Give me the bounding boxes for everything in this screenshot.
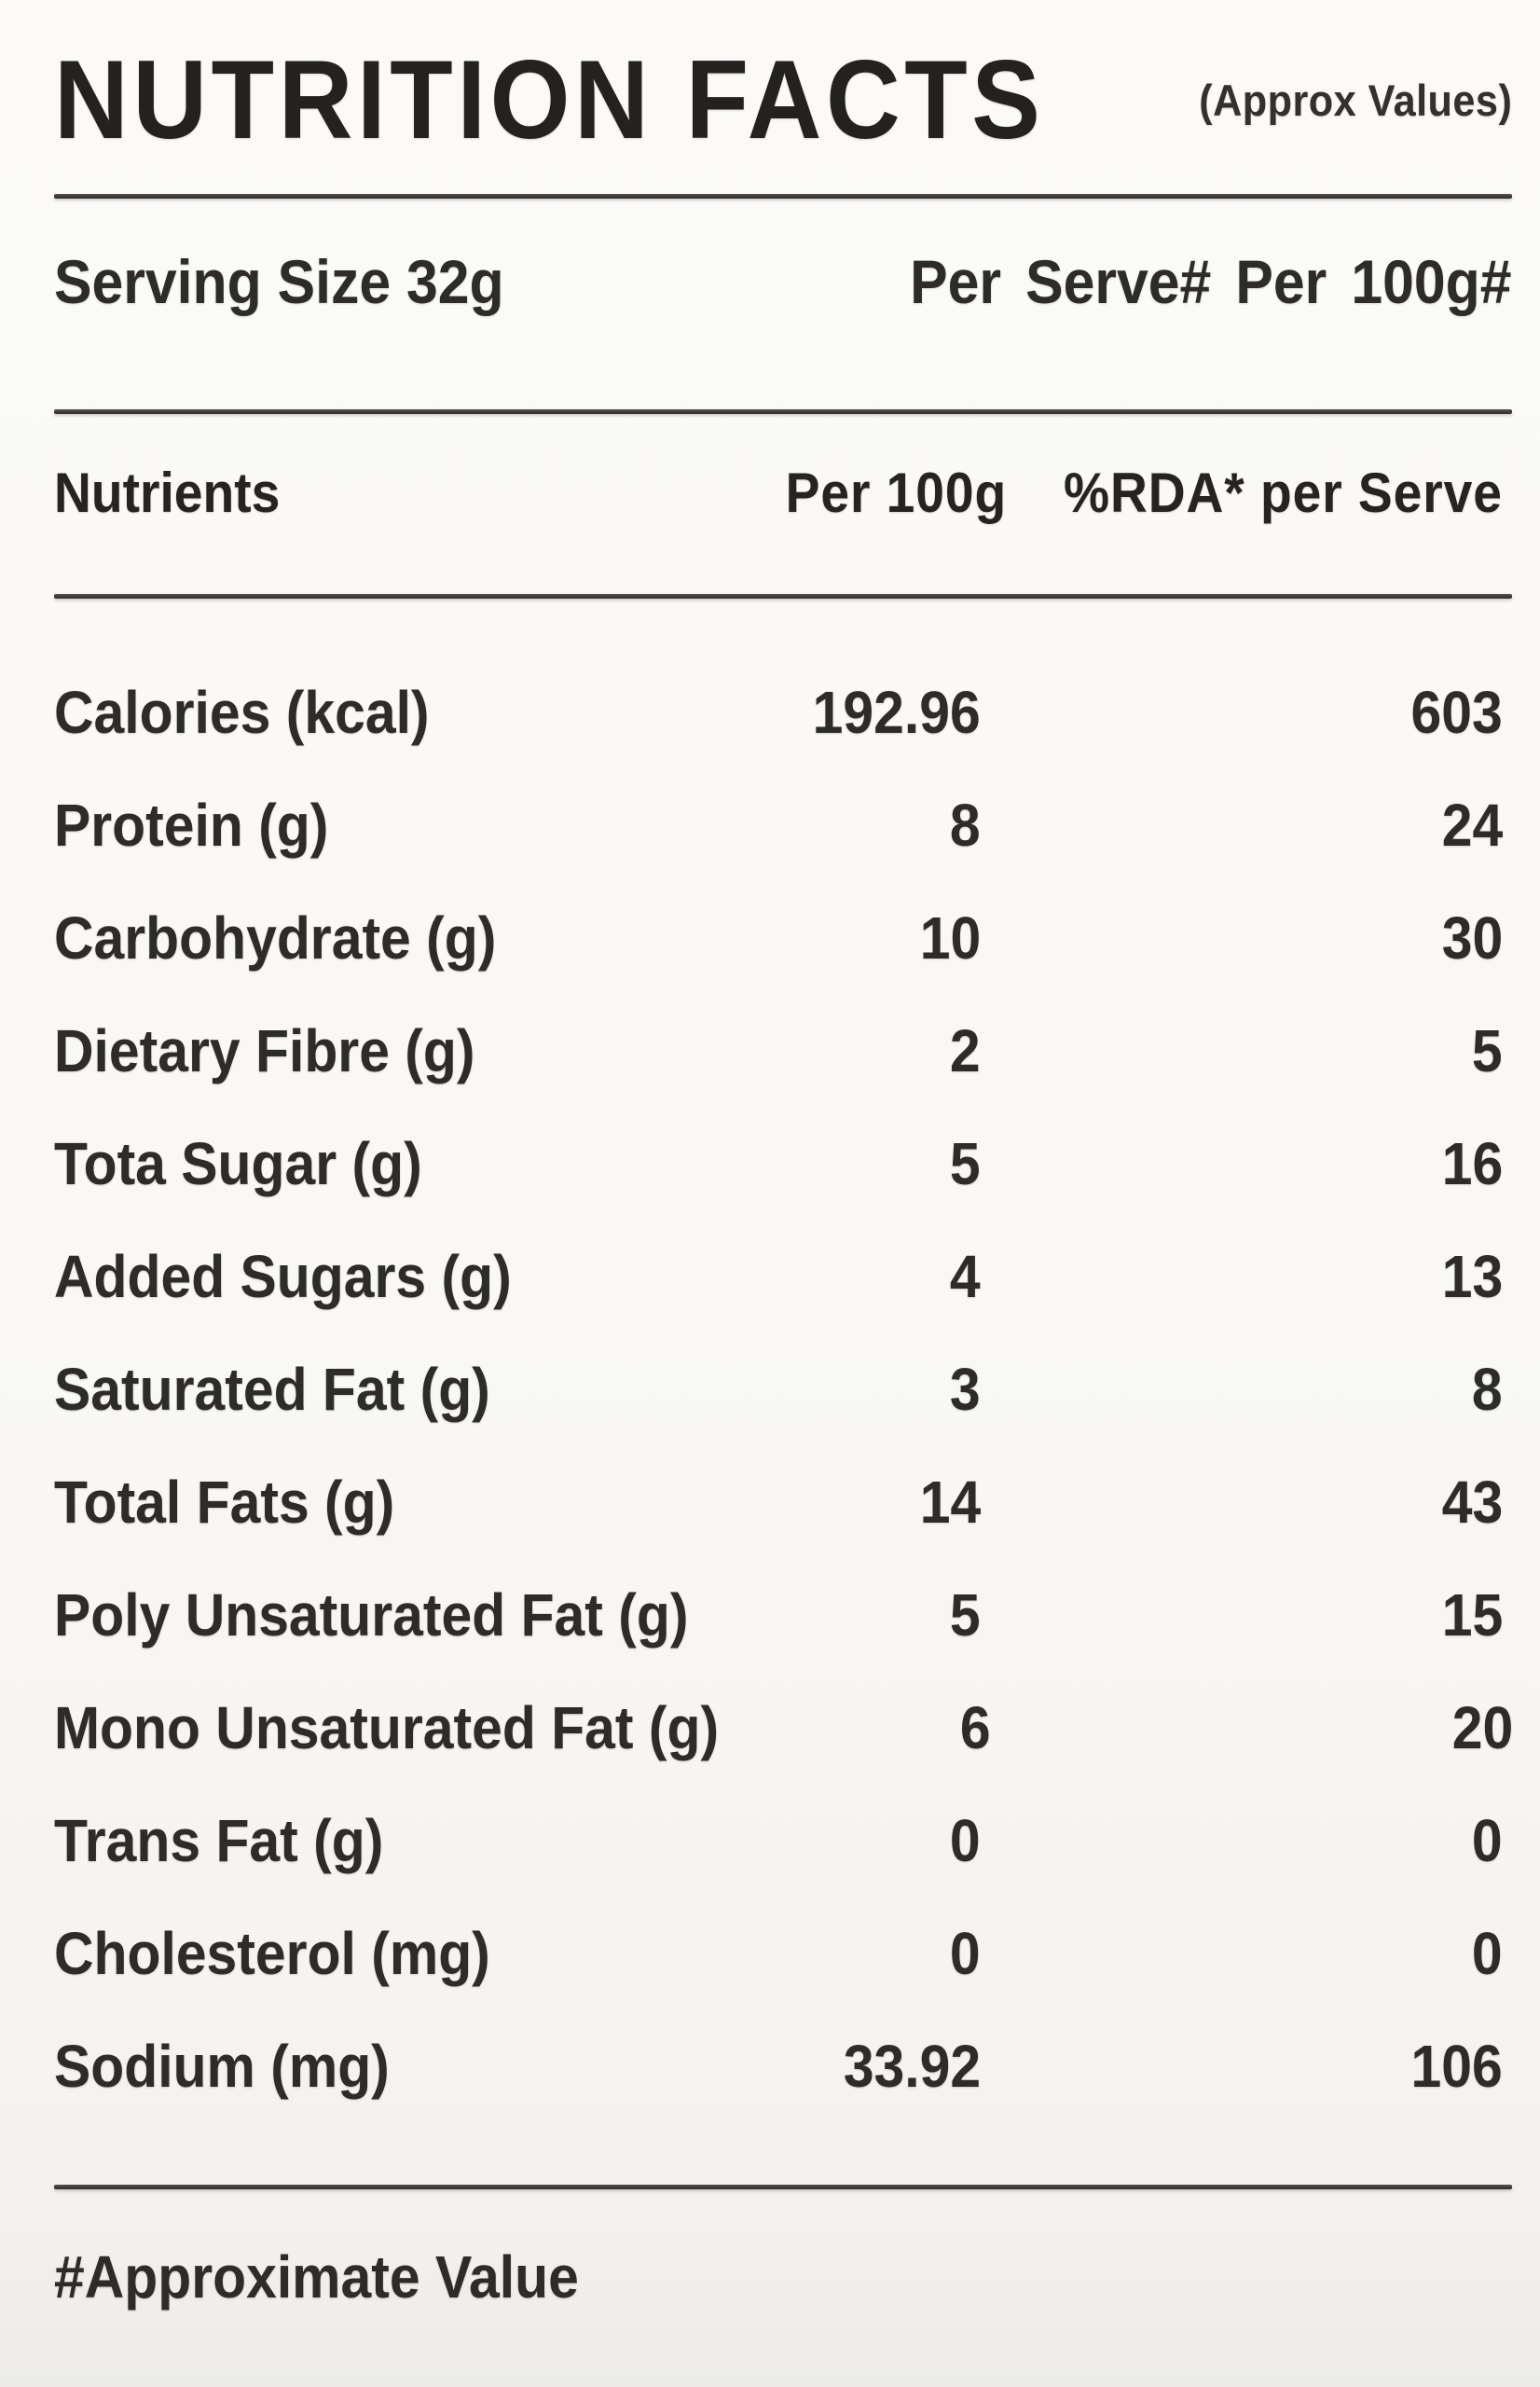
nutrient-name: Tota Sugar (g)	[54, 1130, 422, 1198]
per-serve-value: 20	[1451, 1694, 1514, 1762]
approx-values-text: (Approx Values)	[1198, 75, 1512, 125]
per-serve-value: 43	[1441, 1469, 1503, 1537]
page-title: NUTRITION FACTS	[54, 41, 1131, 159]
per-100g-value: 14	[919, 1469, 981, 1537]
title-row: NUTRITION FACTS (Approx Values)	[54, 41, 1512, 159]
serving-basis: Per Serve# Per 100g#	[910, 247, 1512, 316]
divider	[54, 194, 1512, 199]
per-100g-value: 5	[950, 1130, 981, 1198]
table-header-row: Nutrients Per 100g %RDA* per Serve	[54, 461, 1512, 525]
table-row: Carbohydrate (g) 10 30	[54, 882, 1512, 995]
divider	[54, 2184, 1512, 2189]
per-100g-value: 3	[950, 1356, 981, 1424]
table-row: Dietary Fibre (g) 2 5	[54, 995, 1512, 1108]
per-100g-value: 2	[950, 1017, 981, 1085]
per-serve-value: 5	[1472, 1017, 1503, 1085]
table-row: Protein (g) 8 24	[54, 769, 1512, 882]
nutrient-name: Protein (g)	[54, 792, 329, 860]
nutrient-name: Poly Unsaturated Fat (g)	[54, 1581, 689, 1649]
nutrient-name: Sodium (mg)	[54, 2033, 390, 2101]
per-100g-value: 33.92	[843, 2033, 981, 2101]
header-nutrients: Nutrients	[54, 461, 281, 524]
table-row: Added Sugars (g) 4 13	[54, 1221, 1512, 1333]
nutrient-name: Trans Fat (g)	[54, 1807, 384, 1875]
approximate-value-note: #Approximate Value	[54, 2242, 579, 2311]
header-per-100g: Per 100g	[785, 461, 1008, 524]
per-100g-value: 192.96	[812, 679, 981, 747]
page-title-text: NUTRITION FACTS	[54, 37, 1045, 162]
nutrient-name: Dietary Fibre (g)	[54, 1017, 475, 1085]
per-100g-value: 4	[950, 1243, 981, 1311]
per-serve-value: 106	[1410, 2033, 1503, 2101]
per-serve-value: 603	[1410, 679, 1503, 747]
table-row: Total Fats (g) 14 43	[54, 1446, 1512, 1559]
per-100g-value: 8	[950, 792, 981, 860]
per-serve-value: 24	[1441, 792, 1503, 860]
table-row: Mono Unsaturated Fat (g) 6 20	[54, 1672, 1513, 1785]
table-row: Sodium (mg) 33.92 106	[54, 2010, 1512, 2123]
per-serve-value: 16	[1441, 1130, 1503, 1198]
approx-values-note: (Approx Values)	[1172, 75, 1512, 126]
table-row: Tota Sugar (g) 5 16	[54, 1108, 1512, 1221]
table-row: Poly Unsaturated Fat (g) 5 15	[54, 1559, 1512, 1672]
per-100g-value: 10	[919, 904, 981, 973]
table-row: Trans Fat (g) 0 0	[54, 1785, 1512, 1897]
nutrient-name: Cholesterol (mg)	[54, 1920, 490, 1988]
per-serve-value: 13	[1441, 1243, 1503, 1311]
serving-row: Serving Size 32g Per Serve# Per 100g#	[54, 247, 1512, 318]
per-100g-value: 5	[950, 1581, 981, 1649]
per-100g-value: 0	[950, 1807, 981, 1875]
per-100g-value: 0	[950, 1920, 981, 1988]
table-row: Calories (kcal) 192.96 603	[54, 656, 1512, 769]
divider	[54, 593, 1512, 599]
nutrient-table: Calories (kcal) 192.96 603 Protein (g) 8…	[54, 656, 1513, 2123]
nutrient-name: Calories (kcal)	[54, 679, 430, 747]
table-row: Saturated Fat (g) 3 8	[54, 1333, 1512, 1446]
per-100g-value: 6	[960, 1694, 992, 1762]
per-serve-value: 30	[1441, 904, 1503, 973]
nutrient-name: Mono Unsaturated Fat (g)	[54, 1694, 720, 1762]
nutrient-name: Added Sugars (g)	[54, 1243, 512, 1311]
per-serve-value: 15	[1441, 1581, 1503, 1649]
header-per-serve: %RDA* per Serve	[1064, 461, 1503, 524]
serving-size: Serving Size 32g	[54, 247, 504, 316]
per-serve-value: 8	[1472, 1356, 1503, 1424]
per-serve-value: 0	[1472, 1920, 1503, 1988]
label-content: NUTRITION FACTS (Approx Values) Serving …	[54, 41, 1513, 2311]
divider	[54, 408, 1512, 414]
table-row: Cholesterol (mg) 0 0	[54, 1897, 1512, 2010]
nutrient-name: Total Fats (g)	[54, 1469, 395, 1537]
nutrient-name: Carbohydrate (g)	[54, 904, 497, 973]
per-serve-value: 0	[1472, 1807, 1503, 1875]
nutrient-name: Saturated Fat (g)	[54, 1356, 490, 1424]
